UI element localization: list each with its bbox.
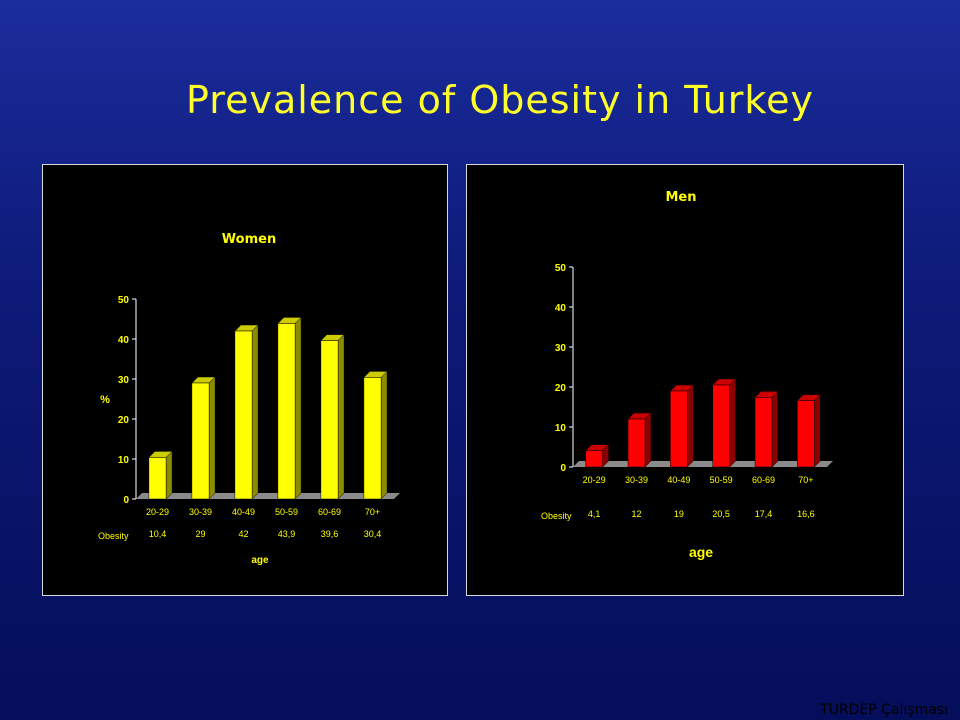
x-tick-label: 40-49 xyxy=(667,475,690,485)
bar-side xyxy=(729,378,736,468)
bar xyxy=(363,377,382,500)
bar xyxy=(712,384,730,468)
women-chart: Women 0 10 20 30 40 50% 20-29 10,4 30-39 29 40-49 42… xyxy=(98,232,400,566)
men-chart: Men 0 10 20 30 40 50 20-29 4,1 30-39 12 40-49 19 50-5… xyxy=(541,190,833,560)
x-tick-label: 30-39 xyxy=(625,475,648,485)
bar xyxy=(627,418,646,468)
y-tick-label: 50 xyxy=(555,263,567,274)
bar-side xyxy=(165,450,173,500)
y-tick-label: 30 xyxy=(555,343,567,354)
x-tick-label: 60-69 xyxy=(752,475,775,485)
value-label: 39,6 xyxy=(321,529,339,539)
bar-side xyxy=(208,376,216,500)
value-label: 19 xyxy=(674,509,684,519)
bar xyxy=(277,323,296,500)
row-label: Obesity xyxy=(98,531,129,541)
row-label: Obesity xyxy=(541,511,572,521)
chart-title: Men xyxy=(665,190,696,205)
bar xyxy=(148,457,167,500)
value-label: 20,5 xyxy=(712,509,730,519)
y-tick-label: 20 xyxy=(118,415,130,426)
x-tick-label: 30-39 xyxy=(189,507,212,517)
bar-side xyxy=(644,412,652,468)
bar xyxy=(320,340,339,500)
value-label: 17,4 xyxy=(755,509,773,519)
value-label: 30,4 xyxy=(364,529,382,539)
value-label: 29 xyxy=(195,529,205,539)
men-chart-panel: Men 0 10 20 30 40 50 20-29 4,1 30-39 12 40-49 19 50-5… xyxy=(466,164,904,596)
y-tick-label: 40 xyxy=(118,335,130,346)
x-axis-label: age xyxy=(689,544,713,560)
y-tick-label: 0 xyxy=(123,495,129,506)
y-tick-label: 20 xyxy=(555,383,567,394)
women-chart-panel: Women 0 10 20 30 40 50% 20-29 10,4 30-39 29 40-49 42… xyxy=(42,164,448,596)
x-tick-label: 70+ xyxy=(365,507,380,517)
y-tick-label: 50 xyxy=(118,295,130,306)
y-tick-label: 30 xyxy=(118,375,130,386)
value-label: 16,6 xyxy=(797,509,815,519)
chart-floor xyxy=(136,493,400,499)
bar xyxy=(234,330,253,500)
x-tick-label: 70+ xyxy=(798,475,813,485)
x-axis-label: age xyxy=(251,555,269,566)
x-tick-label: 50-59 xyxy=(275,507,298,517)
chart-title: Women xyxy=(222,232,276,247)
bar-side xyxy=(380,370,388,500)
bar-side xyxy=(771,390,779,468)
x-tick-label: 40-49 xyxy=(232,507,255,517)
x-tick-label: 20-29 xyxy=(146,507,169,517)
bar-side xyxy=(687,384,694,468)
y-tick-label: 0 xyxy=(560,463,566,474)
x-tick-label: 50-59 xyxy=(710,475,733,485)
chart-floor xyxy=(573,461,833,467)
y-axis-label: % xyxy=(100,394,110,406)
value-label: 4,1 xyxy=(588,509,601,519)
y-tick-label: 10 xyxy=(118,455,130,466)
value-label: 10,4 xyxy=(149,529,167,539)
bar xyxy=(754,397,773,468)
bar xyxy=(585,450,603,468)
bar-side xyxy=(294,316,302,500)
y-tick-label: 40 xyxy=(555,303,567,314)
bar-side xyxy=(251,324,259,500)
bar xyxy=(670,390,688,468)
x-tick-label: 60-69 xyxy=(318,507,341,517)
bar xyxy=(797,400,815,468)
footer-credit: TURDEP Çalışması xyxy=(820,702,948,718)
bar xyxy=(191,382,210,500)
y-tick-label: 10 xyxy=(555,423,567,434)
value-label: 12 xyxy=(631,509,641,519)
value-label: 42 xyxy=(238,529,248,539)
bar-side xyxy=(814,393,821,468)
value-label: 43,9 xyxy=(278,529,296,539)
bar-side xyxy=(337,333,345,500)
x-tick-label: 20-29 xyxy=(583,475,606,485)
slide-title: Prevalence of Obesity in Turkey xyxy=(186,78,814,122)
